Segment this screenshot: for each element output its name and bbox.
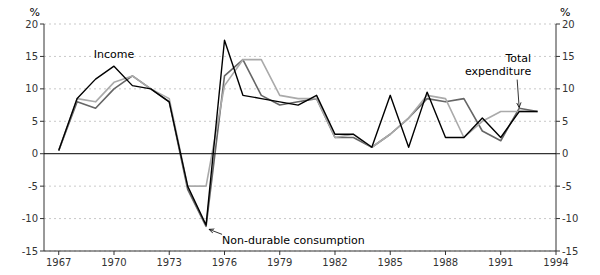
y-tick-label: -5 [28, 181, 38, 192]
grid-line [44, 218, 556, 219]
x-tick-label: 1991 [488, 257, 513, 268]
x-tick [445, 251, 446, 255]
labels: Non-durable consumption Totalexpenditure I… [94, 48, 532, 247]
y-axis-line [44, 24, 45, 251]
x-tick-label: 1979 [267, 257, 292, 268]
x-tick [279, 251, 280, 255]
y2-tick [556, 88, 560, 89]
x-tick-label: 1982 [322, 257, 347, 268]
y2-tick [556, 153, 560, 154]
y-tick [40, 186, 44, 187]
y-tick-label: 5 [32, 116, 38, 127]
y2-tick-label: -10 [562, 213, 578, 224]
series-label: Non-durable consumption [222, 234, 365, 247]
x-tick [500, 251, 501, 255]
grid [44, 24, 556, 251]
y2-tick-label: 0 [562, 148, 568, 159]
y2-tick-label: 5 [562, 116, 568, 127]
zero-line [44, 153, 556, 154]
x-tick [169, 251, 170, 255]
y-tick-label: 20 [25, 19, 38, 30]
y-tick-label: -15 [22, 246, 38, 257]
series-line [59, 40, 538, 225]
y-axis-label: % [30, 6, 40, 19]
chart: -15 -10 -5 0 5 10 15 20 -15 -10 -5 0 5 10 15 20 1967 1970… [0, 0, 600, 275]
x-tick-label: 1985 [378, 257, 403, 268]
y2-tick-label: 20 [562, 19, 575, 30]
label-line: Income [94, 48, 135, 61]
y-tick [40, 153, 44, 154]
y2-tick [556, 121, 560, 122]
axes: -15 -10 -5 0 5 10 15 20 -15 -10 -5 0 5 10 15 20 1967 1970… [22, 19, 579, 269]
y2-tick-label: 10 [562, 83, 575, 94]
grid-line [44, 251, 556, 252]
grid-line [44, 88, 556, 89]
y-tick [40, 251, 44, 252]
series-line [59, 60, 538, 186]
y-tick [40, 24, 44, 25]
y2-tick [556, 186, 560, 187]
series-label: Totalexpenditure [465, 52, 531, 78]
plot-area [59, 40, 538, 226]
y2-axis-label: % [560, 6, 570, 19]
y2-axis-line [556, 24, 557, 251]
x-tick-label: 1967 [46, 257, 71, 268]
x-tick-label: 1973 [157, 257, 182, 268]
y-tick-label: 10 [25, 83, 38, 94]
y2-tick [556, 251, 560, 252]
grid-line [44, 186, 556, 187]
y2-tick [556, 24, 560, 25]
y-tick [40, 88, 44, 89]
y2-tick-label: 15 [562, 51, 575, 62]
x-tick-label: 1970 [101, 257, 126, 268]
label-line: Non-durable consumption [222, 234, 365, 247]
x-tick [390, 251, 391, 255]
y-tick [40, 218, 44, 219]
label-line: Total [504, 52, 531, 65]
x-tick [224, 251, 225, 255]
y-tick [40, 56, 44, 57]
y2-tick [556, 218, 560, 219]
y2-tick-label: -5 [562, 181, 572, 192]
x-tick [58, 251, 59, 255]
label-arrow [517, 80, 519, 108]
x-tick-label: 1994 [543, 257, 568, 268]
y-tick-label: -10 [22, 213, 38, 224]
y-tick-label: 15 [25, 51, 38, 62]
x-tick [556, 251, 557, 255]
label-arrow [209, 229, 222, 234]
x-tick [113, 251, 114, 255]
label-line: expenditure [465, 65, 531, 78]
grid-line [44, 24, 556, 25]
series-label: Income [94, 48, 135, 61]
x-tick-label: 1988 [433, 257, 458, 268]
y2-tick-label: -15 [562, 246, 578, 257]
x-tick-label: 1976 [212, 257, 237, 268]
x-tick [334, 251, 335, 255]
y2-tick [556, 56, 560, 57]
y-tick [40, 121, 44, 122]
x-axis-line [44, 251, 556, 252]
y-tick-label: 0 [32, 148, 38, 159]
